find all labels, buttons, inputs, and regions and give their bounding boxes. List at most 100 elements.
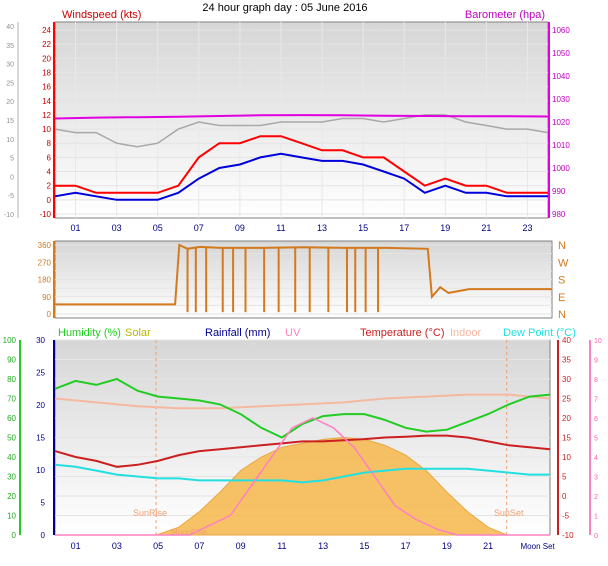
- baro-ytick-label: 1060: [552, 26, 570, 35]
- sunset-label: SunSet: [494, 508, 524, 518]
- uv-ytick-label: 4: [594, 455, 598, 462]
- temp-ytick-label: 25: [562, 395, 571, 404]
- wind-xtick-label: 09: [235, 223, 245, 233]
- humidity-ytick-label: 30: [7, 473, 16, 482]
- wind-ytick-label: 10: [42, 125, 51, 134]
- winddir-ytick-label: 270: [38, 258, 52, 267]
- temp-ytick-label: 5: [562, 473, 567, 482]
- baro-ytick-label: 1030: [552, 95, 570, 104]
- outer-ytick-label: -10: [4, 212, 14, 219]
- humidity-ytick-label: 0: [12, 531, 17, 540]
- wind-ytick-label: 4: [47, 168, 52, 177]
- wind-ytick-label: 24: [42, 26, 51, 35]
- wind-ytick-label: 16: [42, 83, 51, 92]
- wind-ytick-label: 6: [47, 153, 52, 162]
- uv-line: [55, 417, 550, 536]
- uv-ytick-label: 1: [594, 514, 598, 521]
- humidity-ytick-label: 50: [7, 434, 16, 443]
- uv-ytick-label: 7: [594, 397, 598, 404]
- uv-ytick-label: 6: [594, 416, 598, 423]
- outer-ytick-label: 25: [6, 80, 14, 87]
- baro-ytick-label: 990: [552, 187, 566, 196]
- humidity-ytick-label: 10: [7, 512, 16, 521]
- baro-legend-label: Barometer (hpa): [465, 9, 545, 21]
- temp-ytick-label: -10: [562, 531, 574, 540]
- wind-ytick-label: 8: [47, 139, 52, 148]
- moonset-label: Moon Set: [521, 542, 556, 551]
- uv-ytick-label: 10: [594, 338, 602, 345]
- humidity-ytick-label: 60: [7, 414, 16, 423]
- wind-xtick-label: 13: [317, 223, 327, 233]
- wind-ytick-label: 12: [42, 111, 51, 120]
- wind-xtick-label: 17: [399, 223, 409, 233]
- outer-ytick-label: 10: [6, 137, 14, 144]
- thermo-xtick-label: 15: [359, 541, 369, 551]
- wind-ytick-label: -10: [39, 210, 51, 219]
- wind-ytick-label: 2: [47, 182, 52, 191]
- baro-ytick-label: 980: [552, 210, 566, 219]
- thermo-xtick-label: 09: [236, 541, 246, 551]
- temp-ytick-label: 35: [562, 356, 571, 365]
- baro-ytick-label: 1020: [552, 118, 570, 127]
- thermo-legend-label: Temperature (°C): [360, 327, 444, 339]
- outer-ytick-label: -5: [8, 193, 14, 200]
- outer-ytick-label: 0: [10, 174, 14, 181]
- temp-ytick-label: 30: [562, 375, 571, 384]
- thermo-xtick-label: 01: [71, 541, 81, 551]
- sunrise-label: SunRise: [133, 508, 167, 518]
- thermo-legend-label: Rainfall (mm): [205, 327, 270, 339]
- rain-ytick-label: 0: [41, 531, 46, 540]
- rain-ytick-label: 5: [41, 499, 46, 508]
- temp-ytick-label: 40: [562, 336, 571, 345]
- winddir-ytick-label: 0: [47, 310, 52, 319]
- wind-ytick-label: 22: [42, 40, 51, 49]
- temp-ytick-label: 0: [562, 492, 567, 501]
- outer-ytick-label: 40: [6, 24, 14, 31]
- thermo-xtick-label: 05: [153, 541, 163, 551]
- baro-ytick-label: 1040: [552, 72, 570, 81]
- compass-label: N: [558, 240, 566, 252]
- humidity-ytick-label: 80: [7, 375, 16, 384]
- humidity-ytick-label: 70: [7, 395, 16, 404]
- wind-xtick-label: 07: [194, 223, 204, 233]
- rain-ytick-label: 15: [36, 434, 45, 443]
- baro-ytick-label: 1000: [552, 164, 570, 173]
- rain-ytick-label: 25: [36, 369, 45, 378]
- winddir-ytick-label: 360: [38, 241, 52, 250]
- windspeed-line: [55, 135, 548, 194]
- compass-label: W: [558, 257, 569, 269]
- temp-ytick-label: -5: [562, 512, 570, 521]
- compass-label: E: [558, 292, 565, 304]
- winddir-ytick-label: 180: [38, 276, 52, 285]
- temp-ytick-label: 15: [562, 434, 571, 443]
- outer-ytick-label: 20: [6, 99, 14, 106]
- wind-legend-label: Windspeed (kts): [62, 9, 141, 21]
- uv-ytick-label: 9: [594, 358, 598, 365]
- humidity-ytick-label: 40: [7, 453, 16, 462]
- baro-ytick-label: 1010: [552, 141, 570, 150]
- uv-ytick-label: 3: [594, 475, 598, 482]
- uv-ytick-label: 5: [594, 436, 598, 443]
- compass-label: N: [558, 309, 566, 321]
- wind-ytick-label: 20: [42, 54, 51, 63]
- gust-line: [54, 114, 549, 148]
- avg-wind-line: [54, 152, 548, 201]
- thermo-legend-label: Humidity (%): [58, 327, 121, 339]
- thermo-legend-label: Indoor: [450, 327, 482, 339]
- wind-xtick-label: 01: [71, 223, 81, 233]
- wind-xtick-label: 21: [481, 223, 491, 233]
- humidity-ytick-label: 90: [7, 356, 16, 365]
- rain-ytick-label: 30: [36, 336, 45, 345]
- temp-ytick-label: 10: [562, 453, 571, 462]
- thermo-xtick-label: 07: [194, 541, 204, 551]
- rain-ytick-label: 10: [36, 466, 45, 475]
- thermo-legend-label: Solar: [125, 327, 151, 339]
- wind-xtick-label: 15: [358, 223, 368, 233]
- outer-ytick-label: 35: [6, 43, 14, 50]
- temperature-line: [54, 434, 551, 468]
- temp-ytick-label: 20: [562, 414, 571, 423]
- thermo-xtick-label: 03: [112, 541, 122, 551]
- humidity-line: [54, 377, 551, 439]
